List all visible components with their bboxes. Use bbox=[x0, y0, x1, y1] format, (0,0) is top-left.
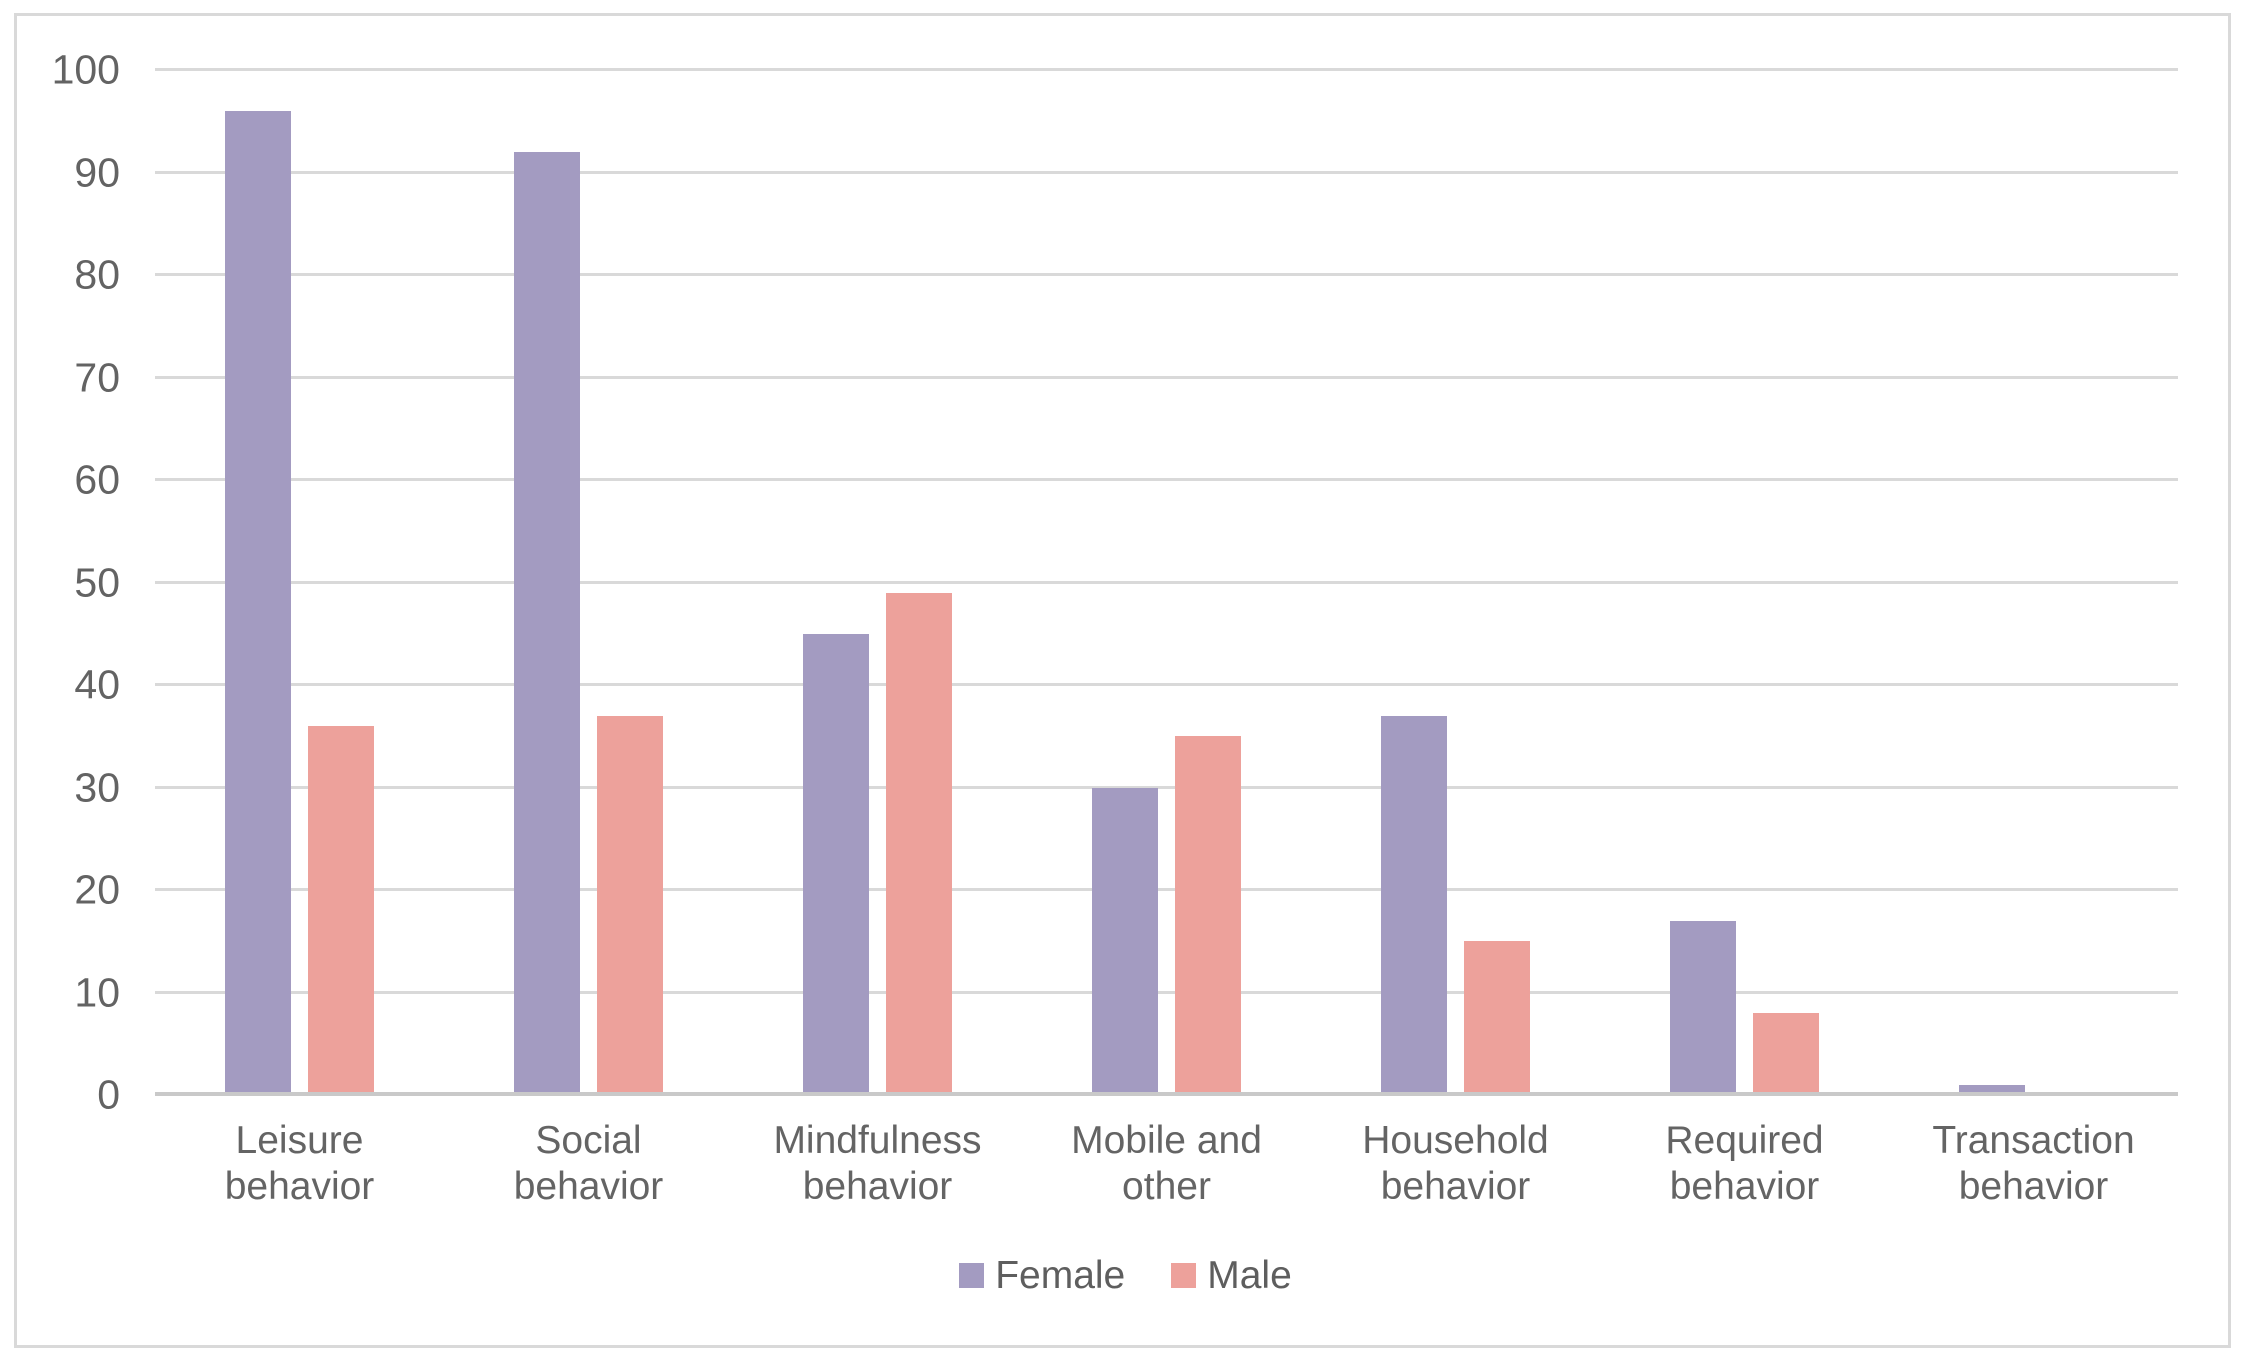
legend-label-male: Male bbox=[1207, 1254, 1292, 1297]
bar-female-household-behavior bbox=[1381, 715, 1447, 1095]
bar-female-mobile-and-other bbox=[1092, 787, 1158, 1095]
category-group-household-behavior bbox=[1311, 70, 1600, 1095]
legend: Female Male bbox=[0, 1256, 2251, 1295]
category-group-required-behavior bbox=[1600, 70, 1889, 1095]
gridline-20 bbox=[155, 888, 2178, 891]
gridline-70 bbox=[155, 375, 2178, 379]
chart-outer-frame bbox=[14, 13, 2231, 1348]
x-axis-category-labels: Leisure behavior Social behavior Mindfulne… bbox=[155, 1118, 2178, 1210]
y-tick-label-80: 80 bbox=[74, 251, 120, 298]
bar-male-household-behavior bbox=[1464, 941, 1530, 1095]
y-tick-label-40: 40 bbox=[74, 661, 120, 708]
y-tick-label-50: 50 bbox=[74, 559, 120, 605]
female-legend-swatch-icon bbox=[959, 1263, 985, 1288]
y-tick-label-0: 0 bbox=[97, 1071, 120, 1118]
legend-item-male: Male bbox=[1171, 1256, 1292, 1295]
x-axis-label-household-behavior: Household behavior bbox=[1362, 1119, 1549, 1209]
bar-male-required-behavior bbox=[1753, 1013, 1819, 1095]
category-group-mobile-and-other bbox=[1022, 70, 1311, 1095]
gridline-80 bbox=[155, 273, 2178, 276]
x-axis-label-leisure-behavior: Leisure behavior bbox=[224, 1119, 375, 1209]
plot-area: 0 10 20 30 40 50 60 70 80 90 100 bbox=[52, 49, 2178, 1115]
bar-female-required-behavior bbox=[1670, 920, 1736, 1095]
y-tick-label-20: 20 bbox=[74, 866, 120, 913]
x-axis-label-mobile-and-other: Mobile and other bbox=[1071, 1119, 1262, 1209]
y-tick-label-70: 70 bbox=[74, 354, 120, 400]
bar-male-social-behavior bbox=[597, 715, 663, 1095]
gridline-50 bbox=[155, 580, 2178, 584]
bar-male-leisure-behavior bbox=[308, 726, 374, 1095]
gridline-90 bbox=[155, 170, 2178, 174]
bar-male-mindfulness-behavior bbox=[886, 592, 952, 1095]
y-tick-label-90: 90 bbox=[74, 149, 120, 195]
x-axis-label-required-behavior: Required behavior bbox=[1665, 1119, 1824, 1209]
category-group-leisure-behavior bbox=[155, 70, 444, 1095]
bar-female-leisure-behavior bbox=[225, 111, 291, 1095]
gridline-100 bbox=[155, 68, 2178, 71]
category-group-social-behavior bbox=[444, 70, 733, 1095]
x-axis-label-transaction-behavior: Transaction behavior bbox=[1932, 1119, 2135, 1209]
gridline-40 bbox=[155, 683, 2178, 686]
category-group-mindfulness-behavior bbox=[733, 70, 1022, 1095]
gridline-10 bbox=[155, 990, 2178, 994]
y-tick-label-100: 100 bbox=[51, 46, 120, 93]
y-tick-label-60: 60 bbox=[74, 456, 120, 503]
gridline-60 bbox=[155, 478, 2178, 481]
gridline-30 bbox=[155, 785, 2178, 789]
x-axis-line bbox=[155, 1092, 2178, 1096]
x-axis-label-mindfulness-behavior: Mindfulness behavior bbox=[773, 1119, 982, 1209]
x-axis-label-social-behavior: Social behavior bbox=[513, 1119, 664, 1209]
bar-female-transaction-behavior bbox=[1959, 1084, 2025, 1095]
bar-female-mindfulness-behavior bbox=[803, 633, 869, 1095]
legend-item-female: Female bbox=[959, 1256, 1125, 1295]
bars-layer bbox=[155, 70, 2178, 1095]
category-group-transaction-behavior bbox=[1889, 70, 2178, 1095]
male-legend-swatch-icon bbox=[1171, 1263, 1197, 1288]
y-tick-label-30: 30 bbox=[74, 764, 120, 810]
bar-male-mobile-and-other bbox=[1175, 736, 1241, 1095]
y-tick-label-10: 10 bbox=[74, 969, 120, 1015]
bar-female-social-behavior bbox=[514, 152, 580, 1095]
legend-label-female: Female bbox=[995, 1254, 1126, 1297]
